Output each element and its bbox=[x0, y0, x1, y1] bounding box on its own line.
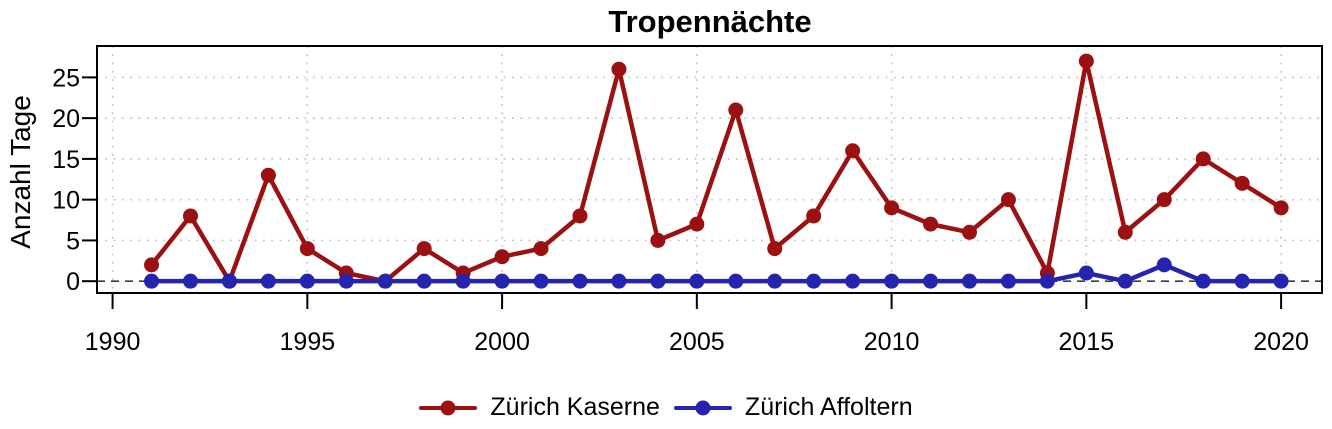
chart-title: Tropennächte bbox=[608, 4, 811, 39]
series-layer bbox=[144, 53, 1289, 289]
data-point bbox=[611, 61, 627, 77]
data-point bbox=[650, 273, 666, 289]
x-axis-tick-label: 1995 bbox=[280, 328, 336, 356]
data-point bbox=[923, 273, 939, 289]
data-point bbox=[1039, 273, 1055, 289]
data-point bbox=[1234, 273, 1250, 289]
y-axis-tick-label: 0 bbox=[66, 268, 80, 296]
y-axis-tick-label: 20 bbox=[52, 105, 80, 133]
data-point bbox=[689, 216, 705, 232]
y-axis-title: Anzahl Tage bbox=[5, 95, 36, 249]
legend-label: Zürich Kaserne bbox=[490, 393, 660, 421]
data-point bbox=[884, 200, 900, 216]
data-point bbox=[1273, 200, 1289, 216]
axis-layer: 1990 1995 2000 2005 2010 2015 2020 0 5 10 15 20 25 bbox=[52, 45, 1323, 356]
x-axis-tick-label: 2000 bbox=[474, 328, 530, 356]
data-point bbox=[572, 208, 588, 224]
data-point bbox=[961, 224, 977, 240]
data-point bbox=[260, 167, 276, 183]
data-point bbox=[377, 273, 393, 289]
y-axis-tick-label: 10 bbox=[52, 187, 80, 215]
data-point bbox=[221, 273, 237, 289]
data-point bbox=[533, 241, 549, 257]
data-point bbox=[1078, 265, 1094, 281]
data-point bbox=[494, 249, 510, 265]
legend-line-swatch bbox=[673, 400, 732, 415]
data-point bbox=[182, 208, 198, 224]
data-point bbox=[1195, 273, 1211, 289]
data-point bbox=[767, 241, 783, 257]
data-point bbox=[728, 102, 744, 118]
data-point bbox=[650, 232, 666, 248]
data-point bbox=[689, 273, 705, 289]
data-point bbox=[845, 143, 861, 159]
x-axis-tick-label: 2005 bbox=[669, 328, 725, 356]
data-point bbox=[144, 273, 160, 289]
data-point bbox=[299, 241, 315, 257]
data-point bbox=[884, 273, 900, 289]
chart-legend: Zürich Kaserne Zürich Affoltern bbox=[0, 386, 1332, 429]
data-point bbox=[533, 273, 549, 289]
data-point bbox=[1117, 273, 1133, 289]
legend-item: Zürich Affoltern bbox=[673, 393, 913, 422]
series-line-z-rich-affoltern bbox=[149, 262, 1284, 284]
data-point bbox=[728, 273, 744, 289]
legend-dot-icon bbox=[695, 400, 711, 415]
data-point bbox=[1273, 273, 1289, 289]
data-point bbox=[494, 273, 510, 289]
plot-border bbox=[96, 45, 1323, 294]
data-point bbox=[338, 273, 354, 289]
x-axis-tick-label: 2010 bbox=[864, 328, 920, 356]
data-point bbox=[416, 241, 432, 257]
data-point bbox=[845, 273, 861, 289]
data-point bbox=[1234, 175, 1250, 191]
data-point bbox=[182, 273, 198, 289]
y-axis-tick-label: 5 bbox=[66, 227, 80, 255]
data-point bbox=[1156, 257, 1172, 273]
legend-line-swatch bbox=[419, 400, 478, 415]
x-axis-tick-label: 2020 bbox=[1253, 328, 1309, 356]
data-point bbox=[1000, 273, 1016, 289]
data-point bbox=[1078, 53, 1094, 69]
x-axis-tick-label: 1990 bbox=[85, 328, 141, 356]
data-point bbox=[416, 273, 432, 289]
data-point bbox=[767, 273, 783, 289]
data-point bbox=[1156, 192, 1172, 208]
data-point bbox=[144, 257, 160, 273]
data-point bbox=[572, 273, 588, 289]
data-point bbox=[299, 273, 315, 289]
data-point bbox=[961, 273, 977, 289]
series-line-z-rich-kaserne bbox=[149, 58, 1284, 284]
data-point bbox=[923, 216, 939, 232]
data-point bbox=[806, 208, 822, 224]
y-axis-tick-label: 15 bbox=[52, 146, 80, 174]
legend-label: Zürich Affoltern bbox=[744, 393, 913, 421]
legend-dot-icon bbox=[440, 400, 456, 415]
data-point bbox=[806, 273, 822, 289]
legend-item: Zürich Kaserne bbox=[419, 393, 660, 422]
y-axis-tick-label: 25 bbox=[52, 64, 80, 92]
data-point bbox=[1000, 192, 1016, 208]
data-point bbox=[611, 273, 627, 289]
grid-layer bbox=[97, 46, 1322, 293]
data-point bbox=[455, 273, 471, 289]
data-point bbox=[1195, 151, 1211, 167]
data-point bbox=[1117, 224, 1133, 240]
data-point bbox=[260, 273, 276, 289]
x-axis-tick-label: 2015 bbox=[1059, 328, 1115, 356]
